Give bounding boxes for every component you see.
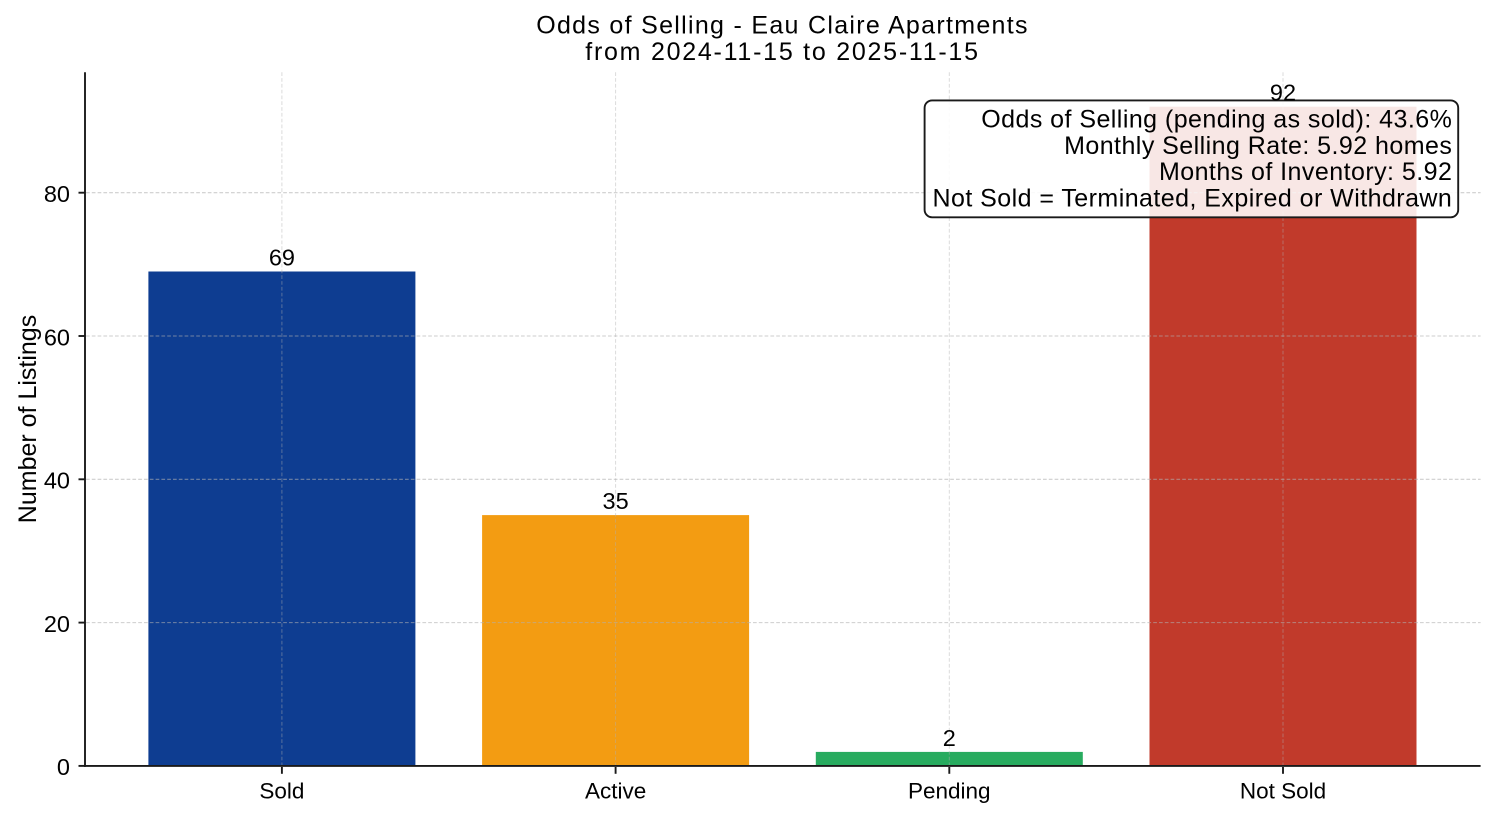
svg-text:Pending: Pending [908, 778, 991, 803]
svg-text:from 2024-11-15 to 2025-11-15: from 2024-11-15 to 2025-11-15 [585, 38, 980, 66]
svg-text:Sold: Sold [259, 778, 304, 803]
svg-text:Odds of Selling (pending as so: Odds of Selling (pending as sold): 43.6% [981, 106, 1452, 134]
svg-text:40: 40 [44, 468, 70, 494]
svg-text:35: 35 [603, 488, 629, 514]
svg-text:Number of Listings: Number of Listings [14, 315, 42, 523]
svg-text:69: 69 [269, 244, 295, 270]
svg-text:0: 0 [57, 754, 70, 780]
svg-text:Months of Inventory: 5.92: Months of Inventory: 5.92 [1159, 158, 1452, 186]
svg-text:2: 2 [943, 725, 956, 751]
svg-text:60: 60 [44, 324, 70, 350]
svg-text:80: 80 [44, 181, 70, 207]
svg-text:92: 92 [1270, 80, 1296, 106]
svg-text:Odds of Selling - Eau Claire A: Odds of Selling - Eau Claire Apartments [536, 12, 1029, 40]
svg-text:Monthly Selling Rate: 5.92 hom: Monthly Selling Rate: 5.92 homes [1064, 132, 1452, 160]
svg-text:20: 20 [44, 611, 70, 637]
svg-text:Not Sold: Not Sold [1240, 778, 1326, 803]
svg-text:Active: Active [585, 778, 646, 803]
svg-text:Not Sold = Terminated, Expired: Not Sold = Terminated, Expired or Withdr… [932, 184, 1452, 212]
